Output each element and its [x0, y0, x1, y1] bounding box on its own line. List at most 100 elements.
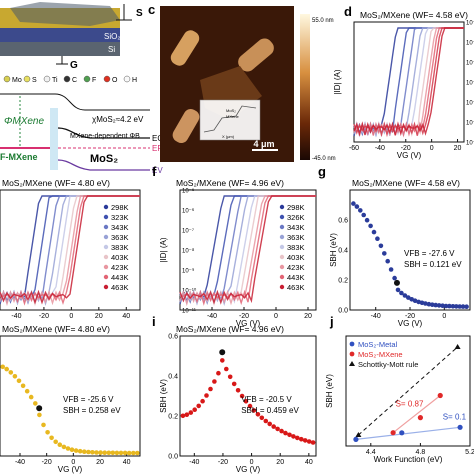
source-terminal-label: S: [136, 8, 143, 19]
sbh-point: [224, 366, 229, 372]
y-tick-label: 10⁻⁹: [182, 268, 195, 275]
inset-xlabel: X (μm): [222, 134, 235, 139]
vfb-annotation: VFB = -25.6 V: [63, 395, 114, 404]
sbh-point: [45, 430, 50, 435]
x-tick-label: 0: [250, 459, 254, 466]
legend-label: 323K: [111, 213, 129, 222]
x-axis-label: VG (V): [236, 465, 261, 474]
x-axis-label: VG (V): [397, 151, 422, 160]
sbh-annotation: SBH = 0.121 eV: [404, 260, 462, 269]
panel-a: SiO₂ Si S G Mo S Ti C F O H: [0, 2, 143, 84]
sbh-point: [4, 366, 9, 372]
sbh-point: [114, 450, 120, 456]
sbh-point: [102, 450, 107, 456]
legend-label: 326K: [287, 213, 305, 222]
sbh-point: [426, 301, 432, 307]
vfb-annotation: VFB = -27.6 V: [404, 249, 455, 258]
inset-profile-curve: [203, 105, 257, 133]
sbh-point: [255, 412, 261, 417]
sio2-layer: [0, 28, 120, 42]
sbh-point: [65, 446, 71, 451]
x-tick-label: -20: [218, 459, 228, 466]
mxene-point: [437, 392, 443, 399]
metal-point: [353, 436, 359, 442]
sbh-point: [41, 422, 46, 428]
x-tick-label: 0: [71, 459, 75, 466]
mxene-fit-line: [392, 395, 441, 434]
x-tick-label: 20: [454, 145, 462, 152]
sbh-point: [110, 450, 116, 456]
metal-point: [457, 424, 463, 430]
sbh-point: [378, 243, 384, 249]
si-layer: [0, 42, 120, 56]
sbh-point: [464, 304, 469, 310]
transfer-curve: [353, 27, 464, 137]
chart-h-sbh-4p80: MoS₂/MXene (WF= 4.80 eV) VG (V) -40 -20 0 20 4…: [0, 324, 141, 474]
sbh-point: [94, 450, 99, 455]
x-tick-label: 4.8: [416, 449, 426, 456]
plot-title: MoS₂/MXene (WF= 4.80 eV): [2, 324, 110, 334]
panel-letter-j: j: [329, 314, 334, 329]
chart-g-sbh-4p58: MoS₂/MXene (WF= 4.58 eV) VG (V) SBH (eV) -4…: [329, 178, 471, 328]
x-tick-label: 20: [276, 459, 284, 466]
mos2-label: MoS₂: [90, 153, 118, 165]
plot-title: MoS₂/MXene (WF= 4.96 eV): [176, 178, 284, 188]
sbh-point: [24, 388, 30, 394]
legend-marker: [103, 264, 109, 270]
mxene-flake-3: [172, 108, 200, 144]
legend-marker: [103, 214, 109, 220]
sbh-point: [227, 374, 233, 380]
sbh-point: [33, 401, 38, 406]
panel-c: c MoS₂ MXene X (μm) 4 μm 55.0 nm -45.0 n…: [148, 2, 336, 162]
sbh-point: [287, 432, 292, 438]
y-tick-label: 0.6: [338, 218, 348, 225]
x-tick-label: 4.4: [366, 449, 376, 456]
atom-legend-swatch: [23, 75, 31, 83]
x-tick-label: -40: [15, 459, 25, 466]
y-axis-label: SBH (eV): [159, 379, 168, 413]
sbh-point: [275, 426, 280, 432]
flat-band-marker: [36, 405, 43, 412]
sio2-label: SiO₂: [104, 32, 120, 41]
schottky-mott-marker: [454, 344, 461, 349]
legend-label: 463K: [111, 283, 129, 292]
sbh-point: [188, 410, 194, 415]
x-tick-label: 20: [304, 313, 312, 320]
legend-marker: [103, 274, 109, 280]
s-mxene-annotation: S= 0.87: [396, 399, 424, 408]
legend-marker: [279, 204, 285, 210]
sbh-point: [299, 436, 304, 442]
sbh-point: [208, 386, 213, 392]
sbh-annotation: SBH = 0.459 eV: [241, 406, 299, 415]
legend-marker: [279, 284, 285, 290]
sbh-point: [447, 303, 452, 309]
legend-marker: [279, 274, 285, 280]
sbh-point: [388, 267, 394, 272]
sbh-point: [368, 223, 373, 229]
legend-label: 343K: [287, 223, 305, 232]
atom-legend-swatch: [83, 75, 91, 83]
transfer-curve: [0, 195, 140, 305]
sbh-point: [263, 418, 269, 424]
legend-marker: [349, 361, 355, 366]
legend-label: 423K: [287, 263, 305, 272]
atom-legend-label: S: [32, 77, 37, 84]
x-tick-label: 20: [96, 459, 104, 466]
mxene-flake-2: [238, 38, 274, 72]
x-tick-label: -20: [401, 145, 411, 152]
mxene-point: [417, 415, 423, 421]
x-axis-label: VG (V): [58, 465, 83, 474]
chart-j-sbh-vs-work-function: Work Function (eV) SBH (eV) 4.4 4.8 5.2 S= 0.…: [325, 335, 474, 464]
metal-point: [399, 430, 405, 436]
sbh-point: [385, 258, 391, 264]
mxene-point: [390, 430, 396, 436]
y-tick-label: 0.4: [338, 248, 348, 255]
x-tick-label: -20: [39, 313, 49, 320]
plot-frame: [0, 335, 141, 457]
y-axis-label: |ID| (A): [333, 69, 342, 94]
x-tick-label: 40: [123, 459, 131, 466]
sbh-point: [73, 448, 79, 453]
legend-marker: [279, 214, 285, 220]
y-axis-label: SBH (eV): [325, 374, 334, 408]
legend-marker: [103, 284, 109, 290]
